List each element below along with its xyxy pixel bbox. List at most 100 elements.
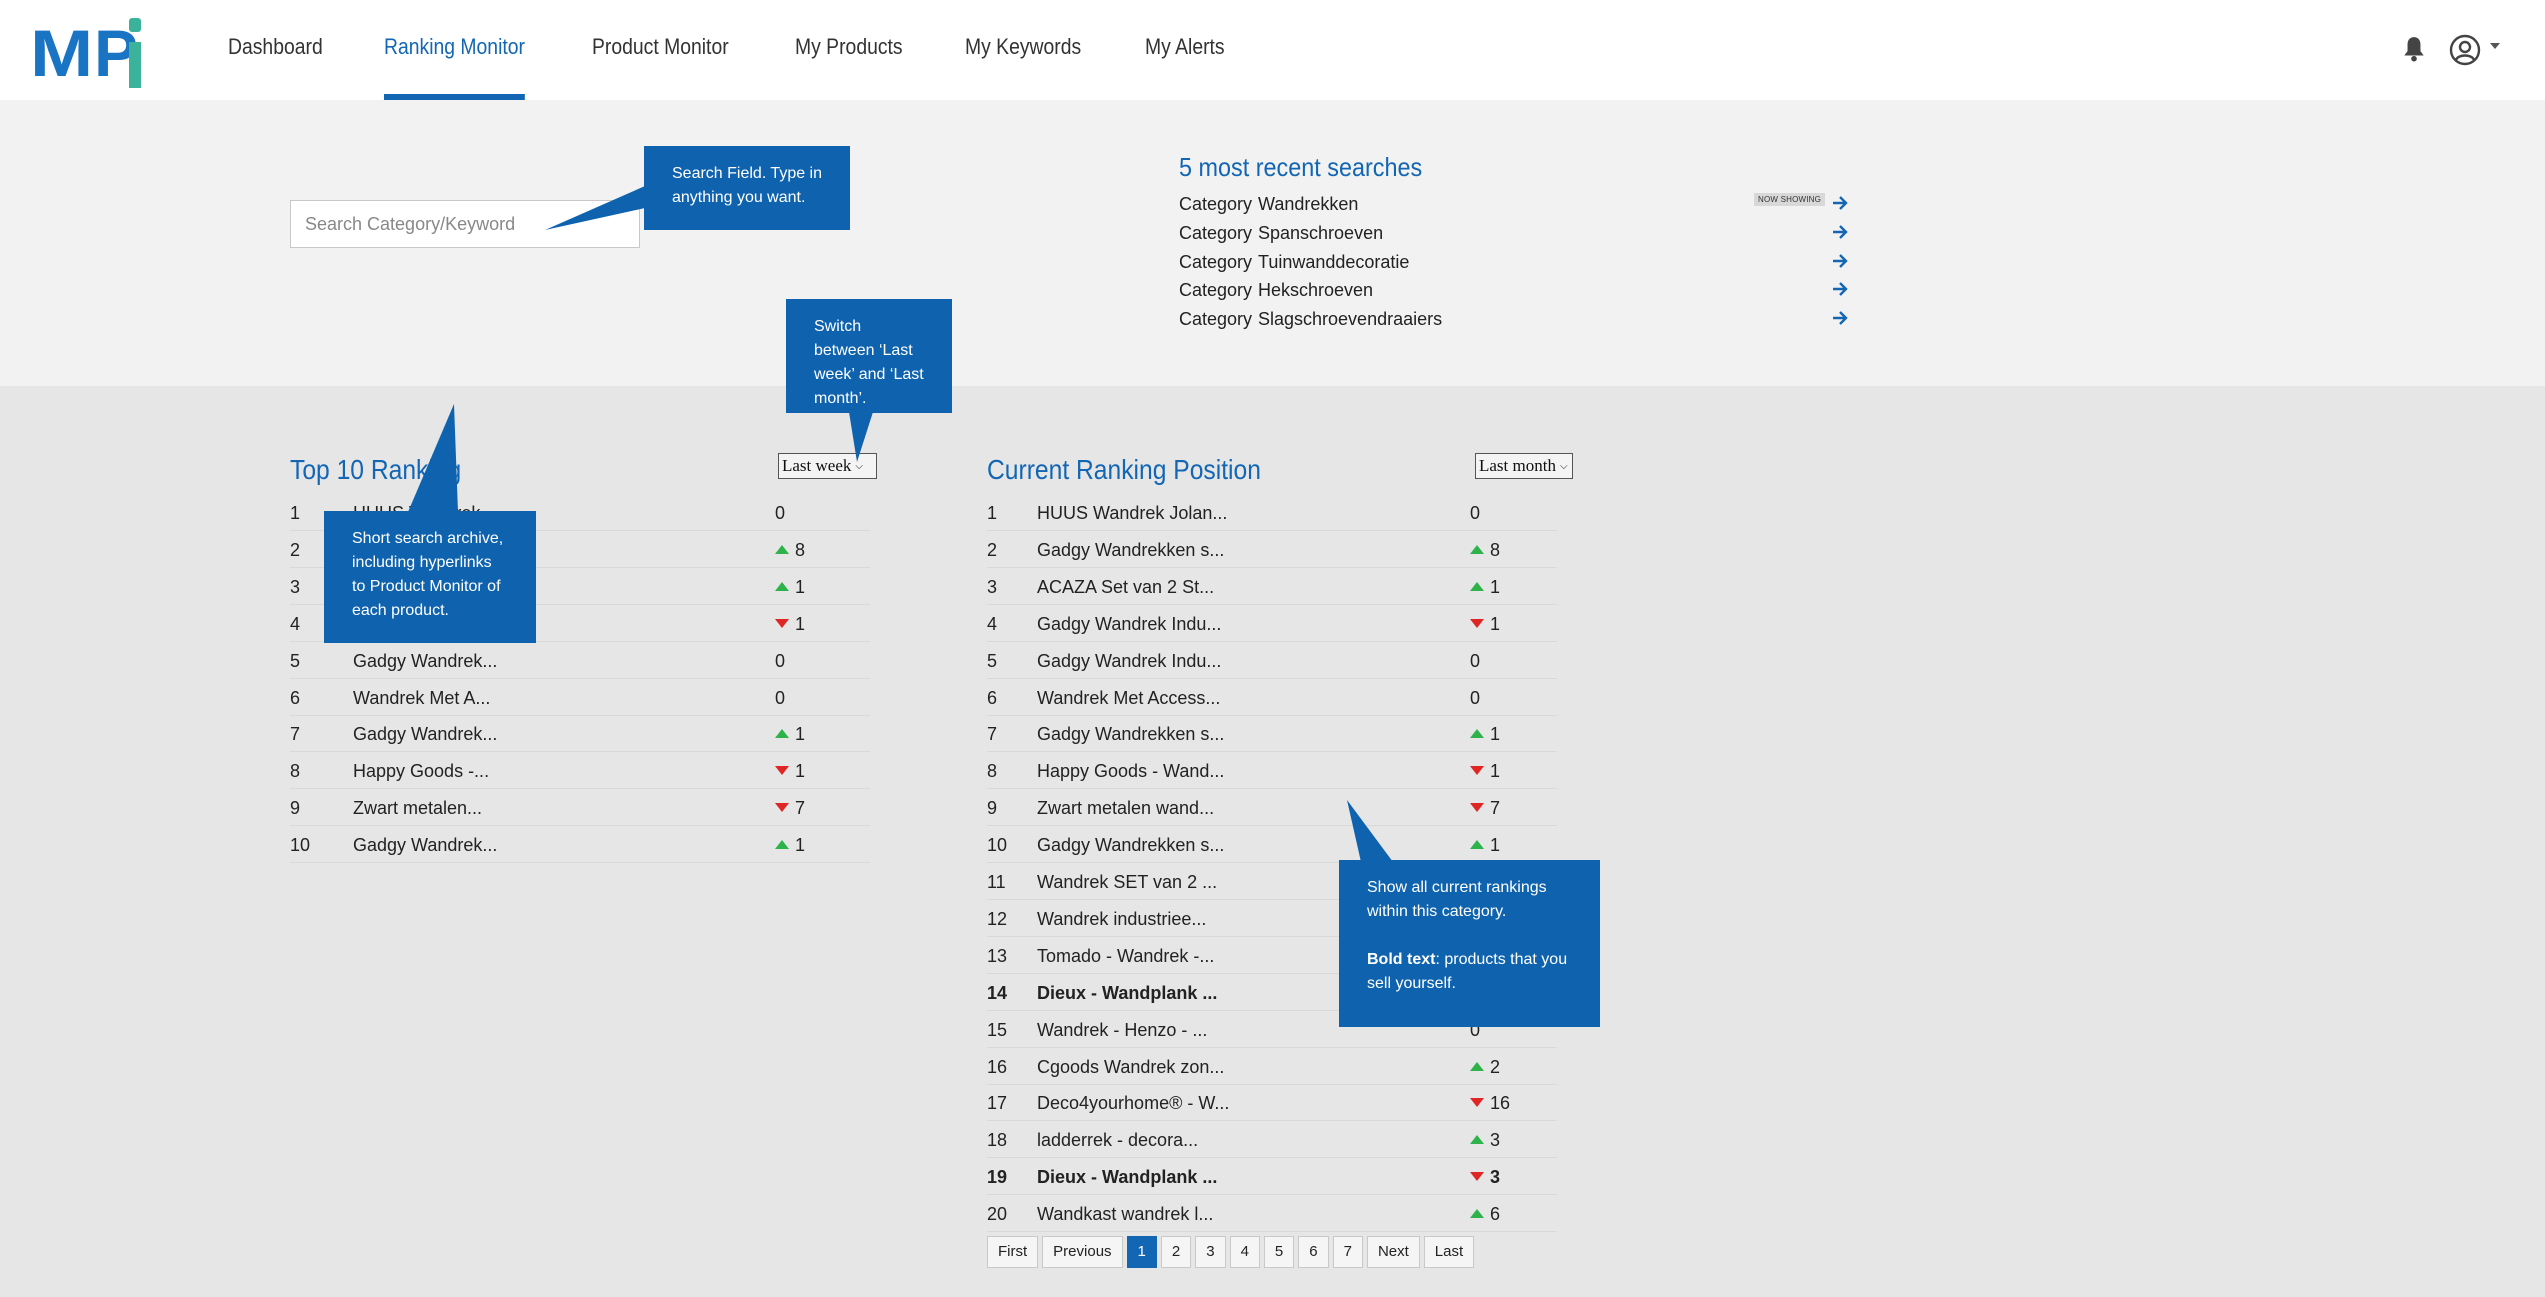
table-row[interactable]: 2 Gadgy Wandrekken s... 8 — [987, 531, 1557, 568]
table-row[interactable]: 3 ACAZA Set van 2 St... 1 — [987, 568, 1557, 605]
rank-change-value: 1 — [1490, 576, 1501, 597]
table-row[interactable]: 9 Zwart metalen wand... 7 — [987, 789, 1557, 827]
callout-search-archive: Short search archive, including hyperlin… — [324, 511, 536, 643]
table-row[interactable]: 10 Gadgy Wandrek... 1 — [290, 826, 870, 864]
recent-search-value[interactable]: Wandrekken — [1258, 194, 1359, 214]
rank-change: 0 — [1470, 503, 1480, 524]
product-name[interactable]: Wandrek Met A... — [353, 687, 491, 708]
table-row[interactable]: 6 Wandrek Met Access... 0 — [987, 679, 1557, 716]
recent-search-item[interactable]: Category Hekschroeven — [1179, 276, 1849, 304]
table-row[interactable]: 8 Happy Goods -... 1 — [290, 752, 870, 790]
product-name[interactable]: ACAZA Set van 2 St... — [1037, 576, 1215, 597]
recent-search-item[interactable]: Category Tuinwanddecoratie — [1179, 248, 1849, 276]
arrow-right-icon[interactable] — [1831, 309, 1849, 327]
product-name[interactable]: Gadgy Wandrek... — [353, 724, 498, 745]
mpi-logo[interactable]: M P — [30, 14, 141, 88]
pager-page-button[interactable]: 2 — [1160, 1236, 1192, 1268]
nav-item-product-monitor[interactable]: Product Monitor — [591, 34, 729, 59]
table-row[interactable]: 8 Happy Goods - Wand... 1 — [987, 752, 1557, 790]
bell-icon[interactable] — [2401, 35, 2427, 63]
recent-search-value[interactable]: Slagschroevendraaiers — [1258, 309, 1443, 330]
search-input[interactable] — [290, 200, 640, 248]
arrow-right-icon[interactable] — [1831, 223, 1849, 241]
nav-item-ranking-monitor[interactable]: Ranking Monitor — [383, 0, 525, 100]
pager-previous-button[interactable]: Previous — [1042, 1236, 1123, 1268]
pager-next-button[interactable]: Next — [1366, 1236, 1420, 1268]
nav-item-my-keywords[interactable]: My Keywords — [965, 34, 1082, 59]
table-row[interactable]: 17 Deco4yourhome® - W... 16 — [987, 1084, 1557, 1122]
pager-page-button[interactable]: 5 — [1263, 1236, 1295, 1268]
product-name[interactable]: Wandrek industriee... — [1037, 908, 1207, 929]
table-row[interactable]: 16 Cgoods Wandrek zon... 2 — [987, 1048, 1557, 1085]
pager-page-button[interactable]: 7 — [1332, 1236, 1363, 1268]
arrow-right-icon[interactable] — [1831, 194, 1849, 212]
product-name[interactable]: ladderrek - decora... — [1037, 1130, 1199, 1151]
rank-number: 16 — [987, 1056, 1008, 1077]
table-row[interactable]: 14 Dieux - Wandplank ... — [987, 974, 1557, 1011]
product-name[interactable]: Wandkast wandrek l... — [1037, 1204, 1214, 1225]
top10-period-select[interactable]: Last week ⌵ — [778, 453, 877, 479]
product-name[interactable]: Gadgy Wandrekken s... — [1037, 724, 1225, 745]
rank-change-value: 1 — [795, 613, 806, 634]
product-name[interactable]: Happy Goods -... — [353, 761, 490, 782]
pager-page-button[interactable]: 4 — [1229, 1236, 1260, 1268]
arrow-right-icon[interactable] — [1831, 280, 1849, 298]
product-name[interactable]: Gadgy Wandrek... — [353, 650, 498, 671]
table-row[interactable]: 1 HUUS Wandrek Jolan... 0 — [987, 494, 1557, 531]
product-name[interactable]: Dieux - Wandplank ... — [1037, 1167, 1218, 1188]
recent-search-value[interactable]: Tuinwanddecoratie — [1258, 251, 1410, 272]
recent-search-value[interactable]: Hekschroeven — [1258, 280, 1374, 301]
table-row[interactable]: 9 Zwart metalen... 7 — [290, 789, 870, 827]
pager-page-button[interactable]: 1 — [1126, 1236, 1157, 1268]
table-row[interactable]: 7 Gadgy Wandrek... 1 — [290, 715, 870, 753]
recent-search-item[interactable]: Category Slagschroevendraaiers — [1179, 305, 1849, 333]
product-name[interactable]: Zwart metalen... — [353, 798, 483, 819]
pager-page-button[interactable]: 6 — [1298, 1236, 1329, 1268]
table-row[interactable]: 4 Gadgy Wandrek Indu... 1 — [987, 605, 1557, 642]
table-row[interactable]: 18 ladderrek - decora... 3 — [987, 1121, 1557, 1159]
product-name[interactable]: Gadgy Wandrekken s... — [1037, 539, 1225, 560]
pager-last-button[interactable]: Last — [1423, 1236, 1475, 1268]
rank-number: 3 — [987, 576, 998, 597]
nav-item-my-alerts[interactable]: My Alerts — [1145, 34, 1226, 59]
user-circle-icon[interactable] — [2449, 34, 2481, 66]
pager-first-button[interactable]: First — [987, 1236, 1039, 1268]
table-row[interactable]: 6 Wandrek Met A... 0 — [290, 679, 870, 716]
table-row[interactable]: 5 Gadgy Wandrek Indu... 0 — [987, 642, 1557, 679]
arrow-right-icon[interactable] — [1831, 252, 1849, 270]
table-row[interactable]: 12 Wandrek industriee... — [987, 900, 1557, 937]
product-name[interactable]: Tomado - Wandrek -... — [1037, 945, 1215, 966]
product-name[interactable]: Dieux - Wandplank ... — [1037, 982, 1218, 1003]
table-row[interactable]: 20 Wandkast wandrek l... 6 — [987, 1195, 1557, 1233]
current-period-select[interactable]: Last month ⌵ — [1475, 453, 1573, 479]
product-name[interactable]: Gadgy Wandrek... — [353, 835, 498, 856]
product-name[interactable]: Gadgy Wandrek Indu... — [1037, 613, 1222, 634]
product-name[interactable]: Deco4yourhome® - W... — [1037, 1093, 1230, 1114]
recent-search-value[interactable]: Spanschroeven — [1258, 222, 1384, 243]
table-row[interactable]: 19 Dieux - Wandplank ... 3 — [987, 1158, 1557, 1196]
product-name[interactable]: Gadgy Wandrek Indu... — [1037, 650, 1222, 671]
recent-search-item[interactable]: Category Spanschroeven — [1179, 219, 1849, 247]
product-name[interactable]: Happy Goods - Wand... — [1037, 761, 1225, 782]
table-row[interactable]: 7 Gadgy Wandrekken s... 1 — [987, 715, 1557, 753]
nav-item-my-products[interactable]: My Products — [795, 34, 903, 59]
product-name[interactable]: Cgoods Wandrek zon... — [1037, 1056, 1225, 1077]
chevron-down-icon[interactable] — [2490, 43, 2500, 49]
product-name[interactable]: Wandrek Met Access... — [1037, 687, 1221, 708]
table-row[interactable]: 5 Gadgy Wandrek... 0 — [290, 642, 870, 679]
nav-item-dashboard[interactable]: Dashboard — [228, 34, 323, 59]
table-row[interactable]: 15 Wandrek - Henzo - ... 0 — [987, 1011, 1557, 1048]
product-name[interactable]: Wandrek SET van 2 ... — [1037, 872, 1218, 892]
product-name[interactable]: Wandrek - Henzo - ... — [1037, 1019, 1208, 1040]
product-name[interactable]: Zwart metalen wand... — [1037, 798, 1215, 819]
product-name[interactable]: HUUS Wandrek Jolan... — [1037, 503, 1228, 523]
table-row[interactable]: 10 Gadgy Wandrekken s... 1 — [987, 826, 1557, 864]
product-name[interactable]: Gadgy Wandrekken s... — [1037, 835, 1225, 856]
table-row[interactable]: 11 Wandrek SET van 2 ... — [987, 863, 1557, 900]
recent-search-item[interactable]: Category Wandrekken NOW SHOWING — [1179, 190, 1849, 218]
pager-page-button[interactable]: 3 — [1195, 1236, 1226, 1268]
table-row[interactable]: 13 Tomado - Wandrek -... — [987, 937, 1557, 974]
